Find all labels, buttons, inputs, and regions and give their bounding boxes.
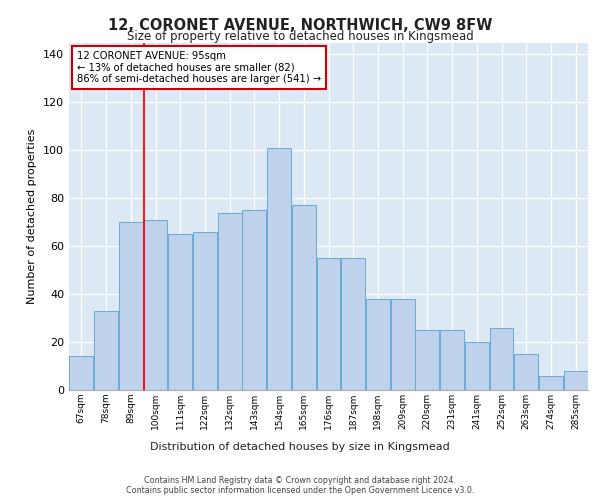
Bar: [440, 330, 464, 390]
Text: 12, CORONET AVENUE, NORTHWICH, CW9 8FW: 12, CORONET AVENUE, NORTHWICH, CW9 8FW: [108, 18, 492, 32]
Bar: [70, 356, 94, 390]
Bar: [465, 342, 489, 390]
Bar: [193, 232, 217, 390]
Y-axis label: Number of detached properties: Number of detached properties: [28, 128, 37, 304]
Text: Distribution of detached houses by size in Kingsmead: Distribution of detached houses by size …: [150, 442, 450, 452]
Bar: [563, 371, 587, 390]
Bar: [415, 330, 439, 390]
Text: Size of property relative to detached houses in Kingsmead: Size of property relative to detached ho…: [127, 30, 473, 43]
Bar: [366, 299, 390, 390]
Bar: [218, 212, 242, 390]
Text: 12 CORONET AVENUE: 95sqm
← 13% of detached houses are smaller (82)
86% of semi-d: 12 CORONET AVENUE: 95sqm ← 13% of detach…: [77, 51, 321, 84]
Bar: [391, 299, 415, 390]
Bar: [292, 206, 316, 390]
Bar: [242, 210, 266, 390]
Bar: [143, 220, 167, 390]
Bar: [341, 258, 365, 390]
Bar: [514, 354, 538, 390]
Bar: [539, 376, 563, 390]
Bar: [490, 328, 514, 390]
Text: Contains HM Land Registry data © Crown copyright and database right 2024.
Contai: Contains HM Land Registry data © Crown c…: [126, 476, 474, 495]
Bar: [317, 258, 340, 390]
Bar: [168, 234, 192, 390]
Bar: [267, 148, 291, 390]
Bar: [119, 222, 143, 390]
Bar: [94, 311, 118, 390]
